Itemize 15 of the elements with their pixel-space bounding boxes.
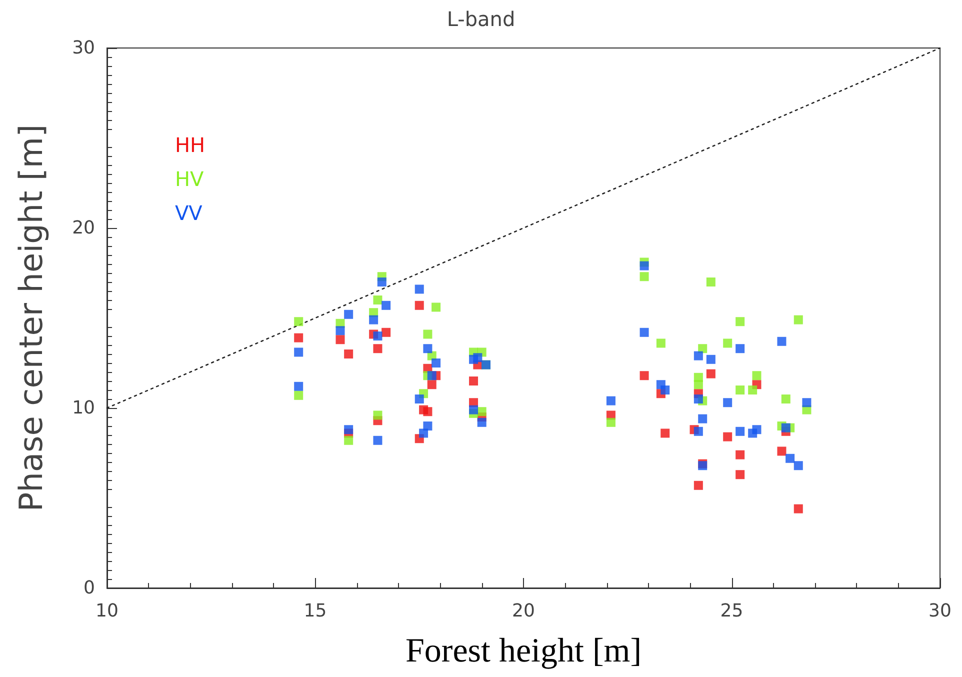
- y-axis-title: Phase center height [m]: [12, 124, 50, 512]
- text: HV: [175, 167, 204, 191]
- x-axis-title: Forest height [m]: [405, 632, 642, 670]
- text: VV: [175, 201, 203, 225]
- x-tick-label: 25: [720, 600, 744, 622]
- y-tick-label: 0: [84, 578, 95, 598]
- x-tick-label: 10: [96, 600, 118, 622]
- y-tick-label: 20: [72, 218, 95, 238]
- x-tick-label: 15: [304, 600, 327, 622]
- y-tick-label: 10: [72, 398, 95, 418]
- x-tick-label: 20: [512, 600, 535, 622]
- y-tick-label: 30: [72, 38, 95, 58]
- x-tick-label: 30: [928, 600, 952, 622]
- chart-title: L-band: [446, 7, 516, 31]
- text: HH: [175, 133, 206, 157]
